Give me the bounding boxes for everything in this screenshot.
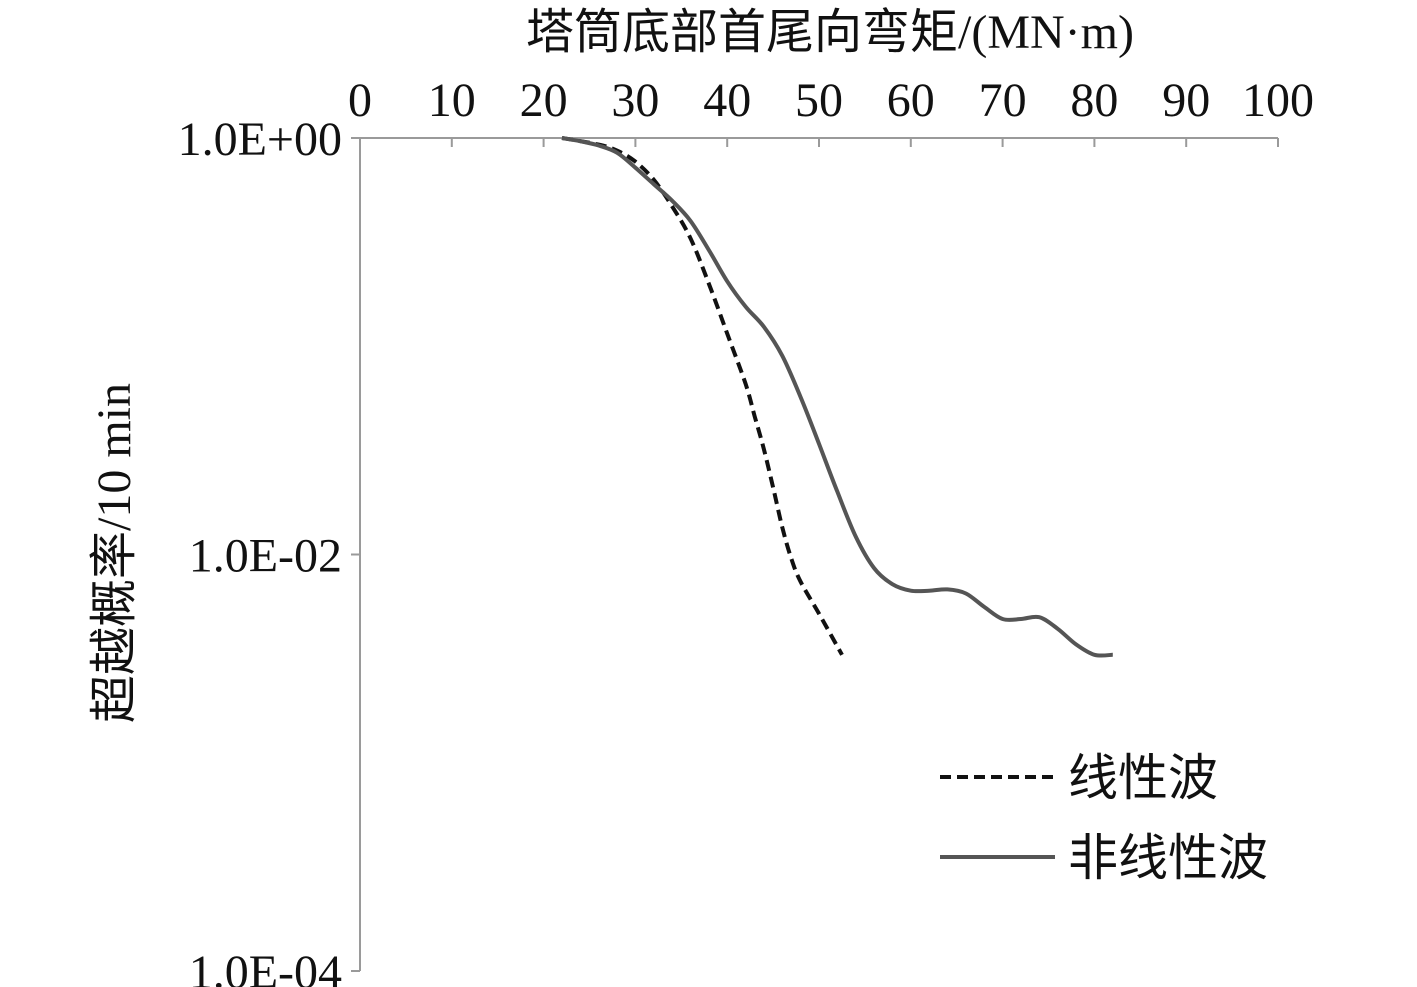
legend-label-2: 非线性波	[1068, 830, 1268, 886]
series-line-2	[561, 136, 1113, 658]
x-tick-label: 30	[611, 74, 659, 127]
legend-label-1: 线性波	[1068, 750, 1218, 806]
x-tick-label: 40	[703, 74, 751, 127]
series-layer	[561, 136, 1113, 658]
series-line-1	[561, 136, 844, 656]
y-axis-ticks: 1.0E+00 1.0E-02 1.0E-04	[178, 113, 360, 987]
y-tick-label: 1.0E+00	[178, 113, 342, 166]
y-tick-label: 1.0E-04	[189, 946, 342, 987]
y-axis-title: 超越概率/10 min	[88, 383, 141, 723]
x-tick-label: 80	[1070, 74, 1118, 127]
x-axis-ticks: 0 10 20 30 40 50 60 70 80 90 100	[348, 74, 1314, 147]
x-axis-title: 塔筒底部首尾向弯矩/(MN·m)	[526, 6, 1134, 59]
x-tick-label: 90	[1162, 74, 1210, 127]
x-tick-label: 10	[428, 74, 476, 127]
x-tick-label: 100	[1242, 74, 1314, 127]
x-tick-label: 20	[520, 74, 568, 127]
y-tick-label: 1.0E-02	[189, 530, 342, 583]
x-tick-label: 60	[887, 74, 935, 127]
x-tick-label: 0	[348, 74, 372, 127]
x-tick-label: 50	[795, 74, 843, 127]
x-tick-label: 70	[979, 74, 1027, 127]
